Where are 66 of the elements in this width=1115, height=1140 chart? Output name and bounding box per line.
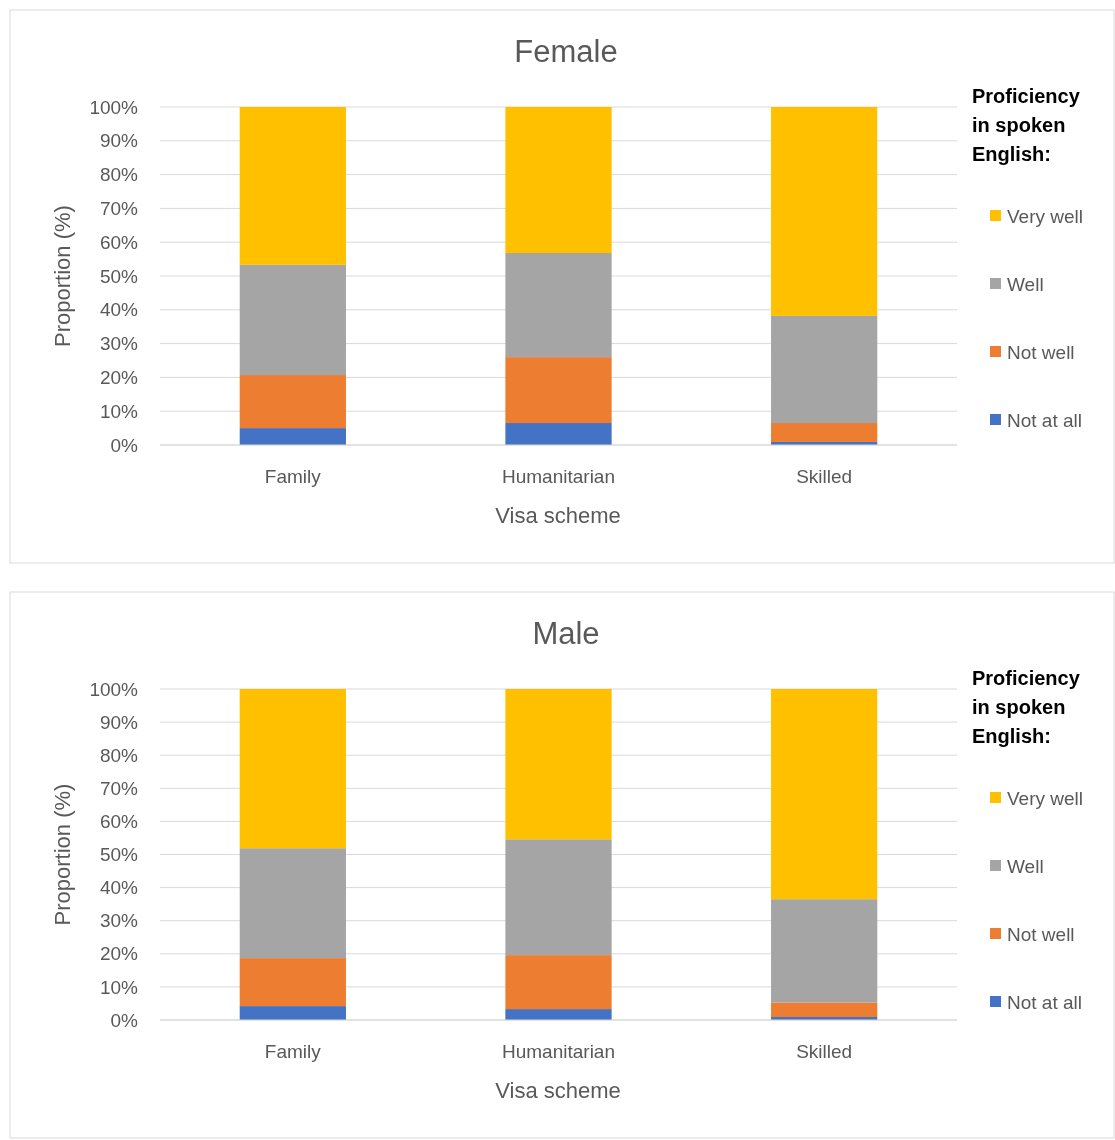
y-tick-label: 90% [99,711,139,733]
bar [771,899,878,1003]
legend-label: Well [1007,273,1044,295]
x-tick-label: Humanitarian [502,466,615,487]
bar [771,315,878,424]
bar [505,253,612,358]
chart-title: Female [514,34,618,69]
bar [239,1006,346,1020]
legend-label: Not well [1007,923,1075,945]
x-tick-label: Family [264,1041,322,1062]
y-axis-title: Proportion (%) [50,783,75,926]
bar [505,357,612,424]
bar [771,1002,878,1018]
y-tick-label: 90% [99,130,139,152]
y-tick-label: 10% [99,400,139,422]
bar [505,423,612,445]
y-tick-label: 80% [99,744,139,766]
x-axis-title: Visa scheme [495,1078,621,1103]
y-tick-label: 40% [99,299,139,321]
bar [505,107,612,254]
y-tick-label: 10% [99,976,139,998]
y-tick-label: 0% [110,434,139,456]
x-tick-label: Humanitarian [502,1041,615,1062]
x-axis-title: Visa scheme [495,503,621,528]
bar [239,428,346,445]
y-tick-label: 50% [99,844,139,866]
chart-title: Male [532,616,600,651]
bar [505,839,612,956]
legend-title: Proficiency in spoken English: [972,667,1081,747]
x-tick-label: Skilled [796,1041,853,1062]
y-axis-title: Proportion (%) [50,205,75,347]
y-tick-label: 20% [99,943,139,965]
bar [239,848,346,959]
y-tick-label: 70% [99,777,139,799]
bar [239,375,346,429]
x-tick-label: Family [264,466,322,487]
y-tick-label: 60% [99,811,139,833]
y-tick-label: 70% [99,198,139,220]
legend-label: Very well [1007,787,1084,809]
y-tick-label: 20% [99,367,139,389]
bar [239,958,346,1007]
legend-label: Very well [1007,205,1084,227]
y-tick-label: 100% [89,678,139,700]
bar [239,107,346,265]
legend-label: Not well [1007,341,1075,363]
y-tick-label: 60% [99,231,139,253]
bar [771,423,878,442]
bar [505,1009,612,1020]
legend-label: Not at all [1007,409,1082,431]
y-tick-label: 100% [89,96,139,118]
legend-title: Proficiency in spoken English: [972,85,1081,165]
legend-label: Not at all [1007,991,1082,1013]
bar [239,264,346,376]
y-tick-label: 50% [99,265,139,287]
bar [239,689,346,849]
y-tick-label: 80% [99,164,139,186]
y-tick-label: 0% [110,1009,139,1031]
y-tick-label: 30% [99,910,139,932]
x-tick-label: Skilled [796,466,853,487]
y-tick-label: 40% [99,877,139,899]
y-tick-label: 30% [99,333,139,355]
bar [771,689,878,900]
bar [505,955,612,1010]
legend-label: Well [1007,855,1044,877]
bar [505,689,612,840]
bar [771,107,878,316]
